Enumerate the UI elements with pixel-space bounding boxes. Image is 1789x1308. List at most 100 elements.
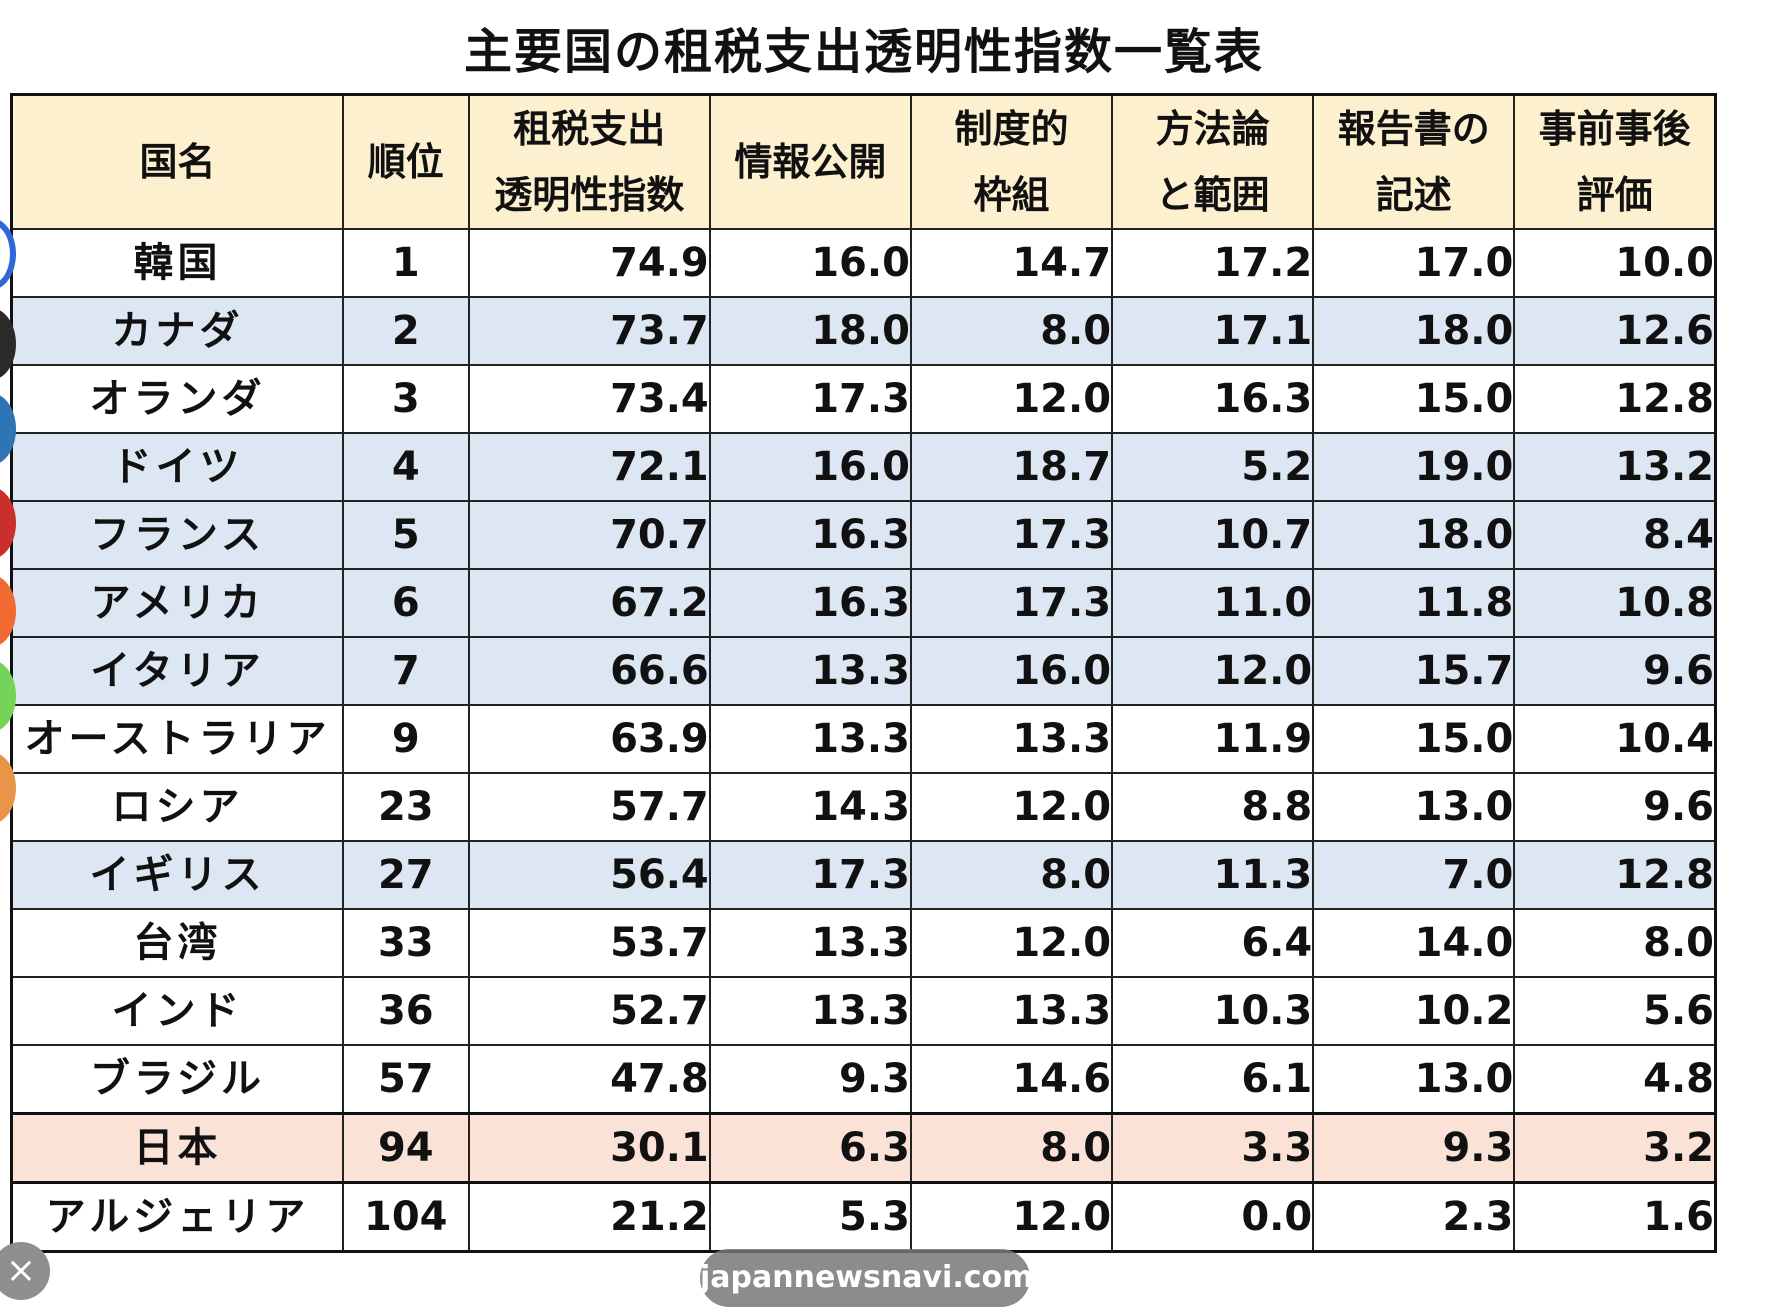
cell-eval: 12.8	[1513, 364, 1717, 434]
cell-country: フランス	[10, 500, 344, 570]
table-row: アメリカ 6 67.2 16.3 17.3 11.0 11.8 10.8	[10, 568, 1717, 638]
cell-report: 13.0	[1312, 772, 1516, 842]
cell-country: オランダ	[10, 364, 344, 434]
cell-eval: 1.6	[1513, 1181, 1717, 1253]
cell-report: 10.2	[1312, 976, 1516, 1046]
cell-rank: 57	[341, 1044, 470, 1115]
cell-eval: 8.4	[1513, 500, 1717, 570]
cell-method: 17.2	[1111, 228, 1315, 298]
cell-disclosure: 13.3	[708, 704, 912, 774]
header-rank: 順位	[341, 93, 470, 230]
cell-method: 11.9	[1111, 704, 1315, 774]
cell-report: 14.0	[1312, 908, 1516, 978]
cell-report: 15.0	[1312, 364, 1516, 434]
cell-index: 21.2	[467, 1181, 711, 1253]
cell-rank: 104	[341, 1181, 470, 1253]
close-icon[interactable]: ×	[0, 1242, 50, 1300]
cell-framework: 8.0	[909, 296, 1114, 366]
cell-framework: 12.0	[909, 908, 1114, 978]
cell-eval: 10.8	[1513, 568, 1717, 638]
cell-framework: 18.7	[909, 432, 1114, 502]
share-button-2[interactable]	[0, 308, 16, 380]
cell-index: 74.9	[467, 228, 711, 298]
cell-framework: 12.0	[909, 1181, 1114, 1253]
cell-country: ブラジル	[10, 1044, 344, 1115]
cell-framework: 13.3	[909, 976, 1114, 1046]
cell-disclosure: 16.3	[708, 568, 912, 638]
cell-framework: 16.0	[909, 636, 1114, 706]
cell-disclosure: 14.3	[708, 772, 912, 842]
table-row: 韓国 1 74.9 16.0 14.7 17.2 17.0 10.0	[10, 228, 1717, 298]
cell-index: 30.1	[467, 1112, 711, 1184]
share-button-4[interactable]	[0, 487, 16, 559]
watermark-badge: japannewsnavi.com	[700, 1249, 1033, 1307]
cell-framework: 17.3	[909, 568, 1114, 638]
share-button-7[interactable]	[0, 752, 16, 824]
cell-index: 63.9	[467, 704, 711, 774]
cell-disclosure: 13.3	[708, 636, 912, 706]
cell-disclosure: 13.3	[708, 976, 912, 1046]
share-button-6[interactable]	[0, 660, 16, 732]
header-disclosure: 情報公開	[708, 93, 912, 230]
cell-report: 13.0	[1312, 1044, 1516, 1115]
table-row: アルジェリア 104 21.2 5.3 12.0 0.0 2.3 1.6	[10, 1181, 1717, 1253]
table-row: ロシア 23 57.7 14.3 12.0 8.8 13.0 9.6	[10, 772, 1717, 842]
table-row: ブラジル 57 47.8 9.3 14.6 6.1 13.0 4.8	[10, 1044, 1717, 1115]
cell-index: 56.4	[467, 840, 711, 910]
cell-report: 11.8	[1312, 568, 1516, 638]
page-title: 主要国の租税支出透明性指数一覧表	[463, 24, 1264, 80]
cell-report: 15.7	[1312, 636, 1516, 706]
cell-method: 0.0	[1111, 1181, 1315, 1253]
cell-framework: 8.0	[909, 1112, 1114, 1184]
cell-country: アメリカ	[10, 568, 344, 638]
table-row: 台湾 33 53.7 13.3 12.0 6.4 14.0 8.0	[10, 908, 1717, 978]
table-row: イギリス 27 56.4 17.3 8.0 11.3 7.0 12.8	[10, 840, 1717, 910]
header-report: 報告書の 記述	[1312, 93, 1516, 230]
cell-eval: 12.6	[1513, 296, 1717, 366]
cell-rank: 6	[341, 568, 470, 638]
cell-report: 19.0	[1312, 432, 1516, 502]
cell-method: 6.4	[1111, 908, 1315, 978]
header-country: 国名	[10, 93, 344, 230]
share-button-5[interactable]	[0, 575, 16, 647]
cell-disclosure: 18.0	[708, 296, 912, 366]
cell-framework: 14.7	[909, 228, 1114, 298]
cell-disclosure: 13.3	[708, 908, 912, 978]
cell-rank: 33	[341, 908, 470, 978]
cell-rank: 36	[341, 976, 470, 1046]
cell-method: 3.3	[1111, 1112, 1315, 1184]
cell-framework: 8.0	[909, 840, 1114, 910]
header-eval: 事前事後 評価	[1513, 93, 1717, 230]
table-row: オランダ 3 73.4 17.3 12.0 16.3 15.0 12.8	[10, 364, 1717, 434]
table-row: カナダ 2 73.7 18.0 8.0 17.1 18.0 12.6	[10, 296, 1717, 366]
cell-report: 18.0	[1312, 296, 1516, 366]
cell-rank: 4	[341, 432, 470, 502]
cell-eval: 4.8	[1513, 1044, 1717, 1115]
share-button-3[interactable]	[0, 393, 16, 465]
table-row: ドイツ 4 72.1 16.0 18.7 5.2 19.0 13.2	[10, 432, 1717, 502]
cell-index: 73.7	[467, 296, 711, 366]
cell-framework: 12.0	[909, 772, 1114, 842]
cell-method: 10.3	[1111, 976, 1315, 1046]
cell-rank: 94	[341, 1112, 470, 1184]
cell-index: 52.7	[467, 976, 711, 1046]
cell-rank: 3	[341, 364, 470, 434]
cell-framework: 17.3	[909, 500, 1114, 570]
cell-index: 47.8	[467, 1044, 711, 1115]
cell-disclosure: 6.3	[708, 1112, 912, 1184]
cell-eval: 13.2	[1513, 432, 1717, 502]
cell-index: 57.7	[467, 772, 711, 842]
cell-disclosure: 16.0	[708, 432, 912, 502]
cell-rank: 2	[341, 296, 470, 366]
table-row: オーストラリア 9 63.9 13.3 13.3 11.9 15.0 10.4	[10, 704, 1717, 774]
cell-report: 17.0	[1312, 228, 1516, 298]
cell-report: 15.0	[1312, 704, 1516, 774]
cell-method: 5.2	[1111, 432, 1315, 502]
cell-eval: 3.2	[1513, 1112, 1717, 1184]
header-row: 国名 順位 租税支出 透明性指数 情報公開 制度的 枠組 方法論 と範囲 報告書の 記述…	[10, 93, 1717, 230]
cell-disclosure: 16.0	[708, 228, 912, 298]
table-row-japan: 日本 94 30.1 6.3 8.0 3.3 9.3 3.2	[10, 1112, 1717, 1184]
cell-country: イタリア	[10, 636, 344, 706]
cell-framework: 14.6	[909, 1044, 1114, 1115]
cell-country: ロシア	[10, 772, 344, 842]
